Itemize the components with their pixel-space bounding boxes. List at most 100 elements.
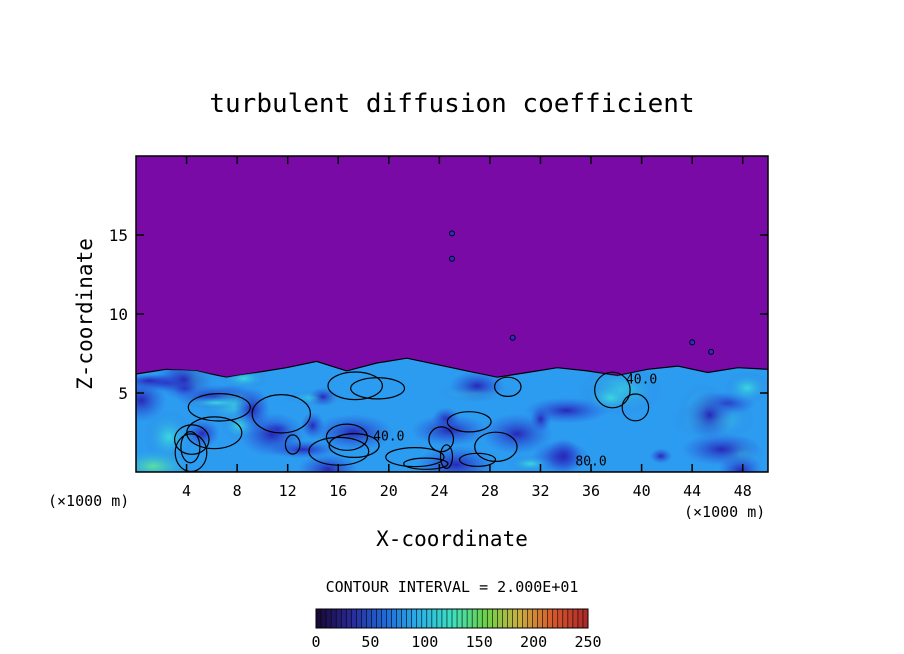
y-tick-label: 10 (109, 305, 128, 324)
colorbar-swatch (381, 609, 387, 628)
contour-line (708, 348, 715, 355)
colorbar-swatch (497, 609, 503, 628)
colorbar-swatch (386, 609, 392, 628)
x-tick-label: 8 (233, 482, 242, 500)
colorbar-swatch (326, 609, 332, 628)
colorbar-swatch (472, 609, 478, 628)
colorbar-swatch (371, 609, 377, 628)
colorbar-swatch (356, 609, 362, 628)
colorbar-swatch (502, 609, 508, 628)
colorbar-tick-label: 100 (411, 633, 438, 651)
chart-title: turbulent diffusion coefficient (209, 89, 694, 119)
eddy (506, 455, 555, 472)
eddy (547, 438, 581, 472)
x-tick-label: 40 (633, 482, 651, 500)
eddy (529, 406, 552, 433)
colorbar-tick-label: 150 (466, 633, 493, 651)
contour-label: 40.0 (626, 373, 657, 388)
colorbar-swatch (567, 609, 574, 628)
x-tick-label: 4 (182, 482, 191, 500)
contour-line (509, 334, 516, 341)
colorbar-swatch (331, 609, 337, 628)
colorbar-swatch (527, 609, 533, 628)
x-tick-label: 24 (430, 482, 448, 500)
colorbar-swatch (532, 609, 538, 628)
x-tick-label: 32 (531, 482, 549, 500)
colorbar-swatch (351, 609, 357, 628)
contour-label: 80.0 (575, 455, 606, 470)
contour-line (474, 431, 518, 462)
contour-label: 40.0 (373, 429, 404, 444)
colorbar-swatch (507, 609, 513, 628)
x-tick-label: 48 (734, 482, 752, 500)
contour-line (446, 411, 492, 433)
y-tick-label: 15 (109, 226, 128, 245)
colorbar-tick-label: 50 (361, 633, 379, 651)
colorbar-swatch (366, 609, 372, 628)
colorbar-swatch (426, 609, 433, 628)
eddy (416, 445, 496, 472)
colorbar-swatch (572, 609, 579, 628)
eddy (649, 448, 673, 464)
contour-line (439, 444, 454, 470)
colorbar-swatch (542, 609, 549, 628)
eddy (313, 413, 394, 451)
colorbar-swatch (452, 609, 458, 628)
colorbar-tick-label: 200 (520, 633, 547, 651)
colorbar-swatch (316, 609, 322, 628)
colorbar-swatch (391, 609, 397, 628)
y-axis-label: Z-coordinate (73, 238, 97, 390)
colorbar-swatch (361, 609, 367, 628)
contour-line (284, 434, 301, 455)
contour-line (449, 230, 455, 237)
eddy (686, 390, 734, 440)
x-tick-label: 12 (279, 482, 297, 500)
plot-area (136, 156, 768, 472)
contour-line (186, 416, 243, 450)
x-tick-label: 20 (380, 482, 398, 500)
colorbar-swatch (562, 609, 569, 628)
colorbar-swatch (341, 609, 347, 628)
contour-line (449, 255, 455, 262)
eddy (136, 450, 189, 472)
colorbar-swatch (346, 609, 352, 628)
contour-lines (174, 230, 715, 472)
eddy (136, 377, 167, 423)
eddy (297, 453, 359, 472)
eddy (184, 418, 220, 449)
contour-interval: CONTOUR INTERVAL = 2.000E+01 (326, 578, 579, 596)
contour-line (493, 376, 522, 397)
colorbar-swatch (522, 609, 528, 628)
colorbar-swatch (446, 609, 453, 628)
eddy (177, 396, 256, 410)
contour-labels: 40.0 80.0 40.0 (373, 373, 657, 470)
eddy (136, 374, 178, 388)
colorbar (315, 608, 589, 629)
colorbar-swatch (401, 609, 407, 628)
colorbar-ticks: 0 50 100 150 200 250 (311, 633, 601, 651)
colorbar-swatch (431, 609, 438, 628)
colorbar-swatch (457, 609, 463, 628)
contour-line (174, 424, 210, 455)
colorbar-swatch (477, 609, 483, 628)
colorbar-swatch (421, 609, 428, 628)
colorbar-swatch (467, 609, 473, 628)
y-tick-label: 5 (118, 384, 128, 403)
colorbar-tick-label: 250 (574, 633, 601, 651)
colorbar-tick-label: 0 (311, 633, 320, 651)
colorbar-swatch (406, 609, 413, 628)
contour-line (594, 371, 631, 409)
contour-line (689, 339, 696, 346)
colorbar-swatch (517, 609, 523, 628)
x-unit-right: (×1000 m) (684, 503, 765, 521)
colorbar-swatch (376, 609, 382, 628)
colorbar-swatch (547, 609, 554, 628)
x-tick-label: 44 (683, 482, 701, 500)
contour-line (621, 393, 650, 422)
eddy (723, 370, 768, 405)
colorbar-swatch (557, 609, 564, 628)
colorbar-swatch (577, 609, 584, 628)
colorbar-swatch (321, 609, 327, 628)
contour-line (327, 371, 384, 401)
